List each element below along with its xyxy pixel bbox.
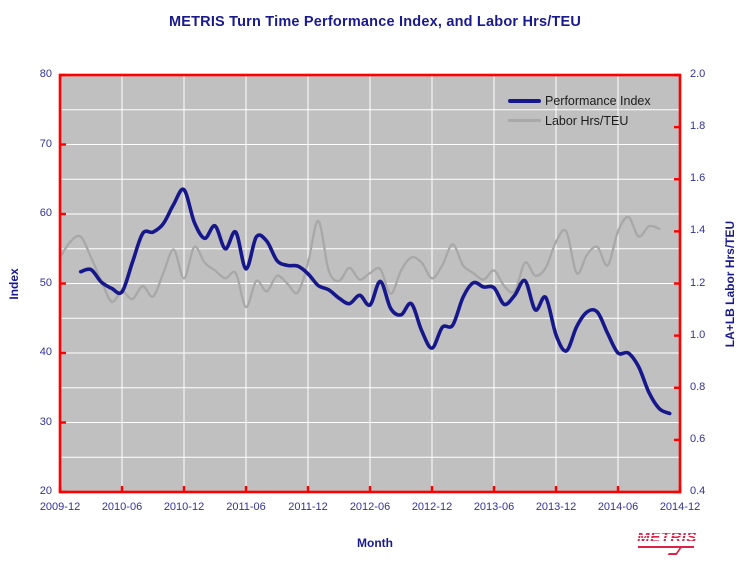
x-axis-tick-label: 2014-06 xyxy=(597,501,639,513)
x-axis-tick-label: 2011-12 xyxy=(288,501,328,513)
right-axis-tick-label: 0.6 xyxy=(690,432,706,445)
x-axis-tick-label: 2010-06 xyxy=(101,501,143,513)
x-axis-tick-label: 2009-12 xyxy=(39,501,81,513)
metris-logo-tail xyxy=(667,548,682,555)
left-axis-tick-label: 30 xyxy=(39,415,52,428)
x-axis-tick-label: 2010-12 xyxy=(163,501,205,513)
right-axis-tick-label: 1.2 xyxy=(690,276,706,289)
legend-label: Labor Hrs/TEU xyxy=(545,113,629,128)
x-axis-tick-label: 2012-06 xyxy=(349,501,391,513)
metris-logo-underline xyxy=(638,546,694,548)
x-axis-tick-label: 2013-12 xyxy=(535,501,577,513)
right-axis-title: LA+LB Labor Hrs/TEU xyxy=(723,220,737,348)
right-axis-tick-label: 1.6 xyxy=(690,172,706,185)
legend: Performance Index Labor Hrs/TEU xyxy=(508,93,651,128)
metris-logo-text: METRIS xyxy=(637,529,697,546)
metris-logo: METRIS xyxy=(636,530,698,556)
labor-hrs-teu-line xyxy=(58,215,661,309)
x-axis-tick-label: 2012-12 xyxy=(411,501,453,513)
right-axis-tick-label: 1.0 xyxy=(690,328,706,341)
right-axis-tick-label: 0.8 xyxy=(690,380,706,393)
left-axis-tick-label: 20 xyxy=(39,485,52,497)
left-axis-tick-label: 70 xyxy=(39,137,52,150)
legend-item-labor-hrs: Labor Hrs/TEU xyxy=(508,113,651,128)
x-axis-tick-label: 2014-12 xyxy=(659,501,701,513)
right-axis-tick-label: 2.0 xyxy=(690,68,706,80)
x-axis-tick-label: 2013-06 xyxy=(473,501,515,513)
x-axis-tick-label: 2011-06 xyxy=(226,501,266,513)
left-axis-title: Index xyxy=(7,268,21,300)
right-axis-tick-label: 1.4 xyxy=(690,224,706,237)
left-axis-tick-label: 80 xyxy=(39,68,52,80)
performance-index-line xyxy=(78,187,672,416)
left-axis-tick-label: 40 xyxy=(39,346,52,358)
right-axis-tick-label: 0.4 xyxy=(690,485,706,497)
legend-item-performance-index: Performance Index xyxy=(508,93,651,108)
labor-hrs-line-swatch xyxy=(508,119,541,122)
right-axis-tick-label: 1.8 xyxy=(690,120,706,133)
x-axis-title: Month xyxy=(357,536,393,550)
performance-index-line-swatch xyxy=(508,98,541,103)
chart-title: METRIS Turn Time Performance Index, and … xyxy=(168,14,582,30)
legend-label: Performance Index xyxy=(545,93,651,108)
left-axis-tick-label: 50 xyxy=(39,276,52,289)
left-axis-tick-label: 60 xyxy=(39,207,52,219)
